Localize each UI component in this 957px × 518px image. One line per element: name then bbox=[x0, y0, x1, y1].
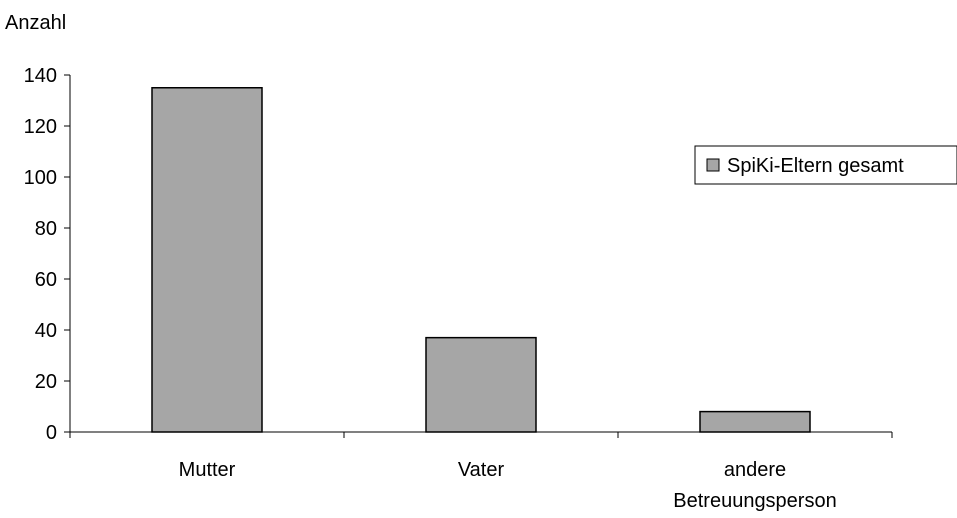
y-tick-label: 0 bbox=[46, 422, 57, 444]
y-tick-label: 80 bbox=[35, 218, 57, 240]
bars bbox=[151, 87, 811, 433]
y-tick-label: 20 bbox=[35, 371, 57, 393]
legend-box bbox=[694, 145, 957, 185]
x-tick-label: Mutter bbox=[179, 459, 236, 481]
legend-label: SpiKi-Eltern gesamt bbox=[727, 155, 904, 177]
y-tick-label: 120 bbox=[24, 116, 57, 138]
y-tick-label: 100 bbox=[24, 167, 57, 189]
x-tick-label: andere Betreuungsperson bbox=[673, 459, 836, 512]
y-tick-label: 60 bbox=[35, 269, 57, 291]
y-axis-title: Anzahl bbox=[5, 12, 66, 34]
bar-vater bbox=[425, 336, 537, 433]
bar-mutter bbox=[151, 87, 263, 433]
x-axis-ticks: Mutter Vater andere Betreuungsperson bbox=[69, 432, 893, 512]
y-tick-label: 40 bbox=[35, 320, 57, 342]
legend-swatch bbox=[706, 158, 720, 172]
y-axis-ticks: 0 20 40 60 80 100 120 140 bbox=[24, 65, 70, 444]
y-tick-label: 140 bbox=[24, 65, 57, 87]
bar-andere-betreuungsperson bbox=[699, 410, 811, 433]
axes bbox=[69, 75, 892, 433]
x-tick-label: Vater bbox=[458, 459, 505, 481]
legend: SpiKi-Eltern gesamt bbox=[694, 145, 957, 185]
